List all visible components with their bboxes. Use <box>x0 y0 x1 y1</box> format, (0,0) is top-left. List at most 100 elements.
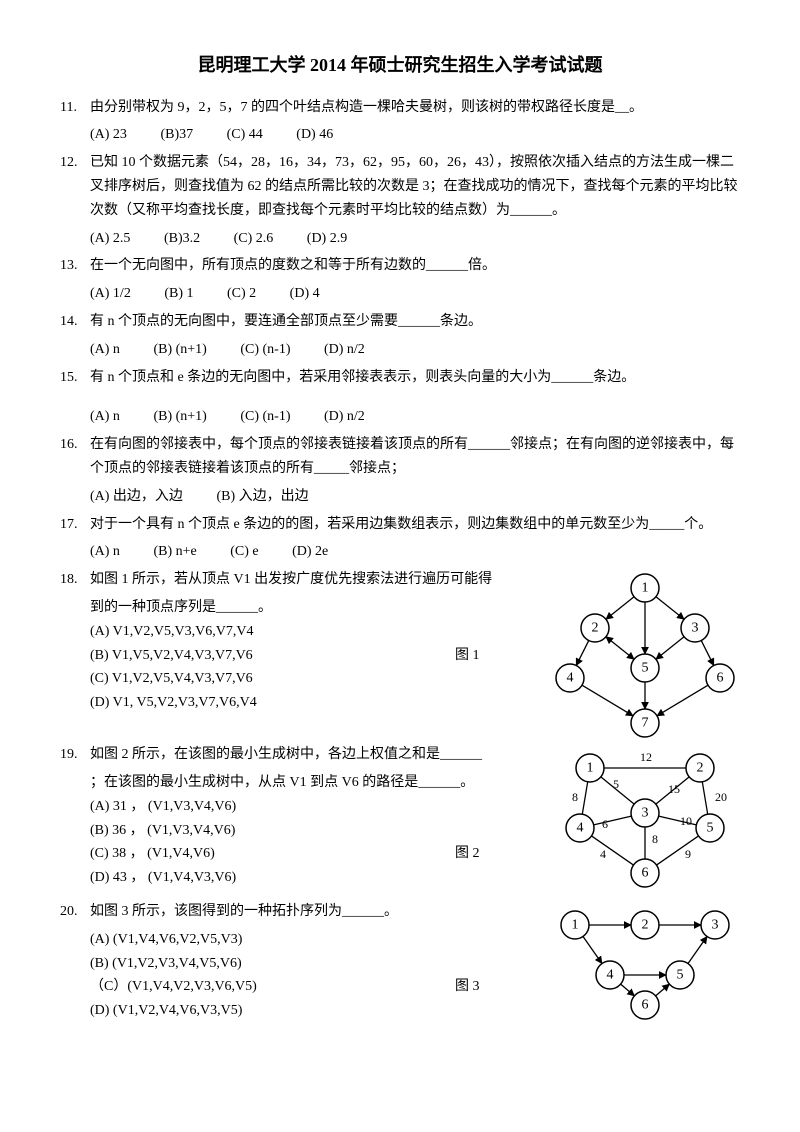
options-16: (A) 出边，入边 (B) 入边，出边 <box>90 485 740 509</box>
option-d: (D) 2e <box>292 540 328 564</box>
option-d: (D) V1, V5,V2,V3,V7,V6,V4 <box>90 691 535 715</box>
question-text: 有 n 个顶点和 e 条边的无向图中，若采用邻接表表示，则表头向量的大小为___… <box>90 366 740 390</box>
question-text-part1: 如图 1 所示，若从顶点 V1 出发按广度优先搜索法进行遍历可能得 <box>90 572 492 587</box>
graph-2: 12581520610849123456 <box>540 743 740 893</box>
option-b: (B) 入边，出边 <box>216 485 308 509</box>
option-c: (C) 38 ， (V1,V4,V6) <box>90 842 455 866</box>
option-b: (B)37 <box>160 123 193 147</box>
svg-text:9: 9 <box>685 847 691 861</box>
option-b: (B) n+e <box>153 540 196 564</box>
question-number: 11. <box>60 96 90 120</box>
question-number: 15. <box>60 366 90 390</box>
question-number: 12. <box>60 151 90 222</box>
question-number: 20. <box>60 900 90 924</box>
graph-1: 1 2 3 4 5 6 7 <box>540 568 740 743</box>
question-text: 如图 2 所示，在该图的最小生成树中，各边上权值之和是______ <box>90 743 535 767</box>
question-17: 17. 对于一个具有 n 个顶点 e 条边的的图，若采用边集数组表示，则边集数组… <box>60 513 740 537</box>
option-d: (D) 2.9 <box>307 227 347 251</box>
option-c: (C) (n-1) <box>240 405 290 429</box>
option-c: (C) 2 <box>227 282 256 306</box>
svg-text:2: 2 <box>592 621 599 636</box>
question-19-row: 19. 如图 2 所示，在该图的最小生成树中，各边上权值之和是______ ；在… <box>60 743 740 900</box>
option-c: (C) V1,V2,V5,V4,V3,V7,V6 <box>90 667 535 691</box>
option-b: (B) (V1,V2,V3,V4,V5,V6) <box>90 952 535 976</box>
question-text: 有 n 个顶点的无向图中，要连通全部顶点至少需要______条边。 <box>90 310 740 334</box>
question-text: 如图 1 所示，若从顶点 V1 出发按广度优先搜索法进行遍历可能得 <box>90 568 535 592</box>
svg-text:20: 20 <box>715 790 727 804</box>
svg-text:5: 5 <box>642 661 649 676</box>
svg-text:6: 6 <box>642 997 649 1012</box>
option-d: (D) 46 <box>296 123 333 147</box>
option-a: (A) (V1,V4,V6,V2,V5,V3) <box>90 928 535 952</box>
question-text-part2: ；在该图的最小生成树中，从点 V1 到点 V6 的路径是______。 <box>90 771 535 795</box>
svg-text:3: 3 <box>712 917 719 932</box>
option-a: (A) n <box>90 540 120 564</box>
option-c: (C) e <box>230 540 258 564</box>
svg-text:4: 4 <box>607 967 614 982</box>
svg-text:2: 2 <box>642 917 649 932</box>
question-number: 14. <box>60 310 90 334</box>
svg-text:7: 7 <box>642 716 649 731</box>
option-b: (B) (n+1) <box>153 405 206 429</box>
svg-text:6: 6 <box>642 866 649 881</box>
question-text: 已知 10 个数据元素（54，28，16，34，73，62，95，60，26，4… <box>90 151 740 222</box>
svg-text:5: 5 <box>613 777 619 791</box>
question-text: 如图 3 所示，该图得到的一种拓扑序列为______。 <box>90 900 535 924</box>
option-d: (D) n/2 <box>324 338 365 362</box>
option-a: (A) V1,V2,V5,V3,V6,V7,V4 <box>90 620 535 644</box>
options-14: (A) n (B) (n+1) (C) (n-1) (D) n/2 <box>90 338 740 362</box>
question-12: 12. 已知 10 个数据元素（54，28，16，34，73，62，95，60，… <box>60 151 740 222</box>
option-d: (D) 43 ， (V1,V4,V3,V6) <box>90 866 535 890</box>
option-d: (D) n/2 <box>324 405 365 429</box>
question-number: 19. <box>60 743 90 767</box>
options-13: (A) 1/2 (B) 1 (C) 2 (D) 4 <box>90 282 740 306</box>
svg-text:4: 4 <box>577 821 584 836</box>
page-title: 昆明理工大学 2014 年硕士研究生招生入学考试试题 <box>60 50 740 81</box>
question-text: 由分别带权为 9，2，5，7 的四个叶结点构造一棵哈夫曼树，则该树的带权路径长度… <box>90 96 740 120</box>
question-text-part1: 如图 2 所示，在该图的最小生成树中，各边上权值之和是______ <box>90 747 482 762</box>
option-b: (B) 36 ， (V1,V3,V4,V6) <box>90 819 535 843</box>
option-c: （C）(V1,V4,V2,V3,V6,V5) <box>90 975 455 999</box>
page-container: 昆明理工大学 2014 年硕士研究生招生入学考试试题 11. 由分别带权为 9，… <box>60 50 740 1023</box>
question-number: 16. <box>60 433 90 481</box>
figure-label: 图 2 <box>455 842 535 866</box>
question-16: 16. 在有向图的邻接表中，每个顶点的邻接表链接着该顶点的所有______邻接点… <box>60 433 740 481</box>
svg-text:5: 5 <box>677 967 684 982</box>
option-d: (D) 4 <box>290 282 320 306</box>
option-a: (A) n <box>90 338 120 362</box>
question-18-row: 18. 如图 1 所示，若从顶点 V1 出发按广度优先搜索法进行遍历可能得 到的… <box>60 568 740 743</box>
option-c: (C) 44 <box>227 123 263 147</box>
svg-text:8: 8 <box>572 790 578 804</box>
option-b: (B)3.2 <box>164 227 200 251</box>
question-text-part2: 到的一种顶点序列是______。 <box>90 596 535 620</box>
question-14: 14. 有 n 个顶点的无向图中，要连通全部顶点至少需要______条边。 <box>60 310 740 334</box>
option-a: (A) 2.5 <box>90 227 130 251</box>
svg-text:15: 15 <box>668 782 680 796</box>
svg-text:5: 5 <box>707 821 714 836</box>
svg-text:12: 12 <box>640 750 652 764</box>
svg-text:2: 2 <box>697 761 704 776</box>
option-a: (A) n <box>90 405 120 429</box>
svg-text:1: 1 <box>642 581 649 596</box>
options-11: (A) 23 (B)37 (C) 44 (D) 46 <box>90 123 740 147</box>
option-c: (C) 2.6 <box>234 227 274 251</box>
option-a: (A) 31 ， (V1,V3,V4,V6) <box>90 795 535 819</box>
svg-text:3: 3 <box>692 621 699 636</box>
option-b: (B) V1,V5,V2,V4,V3,V7,V6 <box>90 644 455 668</box>
svg-text:6: 6 <box>717 671 724 686</box>
question-text: 在有向图的邻接表中，每个顶点的邻接表链接着该顶点的所有______邻接点；在有向… <box>90 433 740 481</box>
option-b: (B) 1 <box>164 282 193 306</box>
graph-3: 123456 <box>540 900 740 1020</box>
svg-text:4: 4 <box>600 847 606 861</box>
svg-text:3: 3 <box>642 806 649 821</box>
option-a: (A) 23 <box>90 123 127 147</box>
svg-text:8: 8 <box>652 832 658 846</box>
options-17: (A) n (B) n+e (C) e (D) 2e <box>90 540 740 564</box>
question-13: 13. 在一个无向图中，所有顶点的度数之和等于所有边数的______倍。 <box>60 254 740 278</box>
question-19: 19. 如图 2 所示，在该图的最小生成树中，各边上权值之和是______ <box>60 743 535 767</box>
svg-text:4: 4 <box>567 671 574 686</box>
question-number: 17. <box>60 513 90 537</box>
question-18: 18. 如图 1 所示，若从顶点 V1 出发按广度优先搜索法进行遍历可能得 <box>60 568 535 592</box>
question-20-row: 20. 如图 3 所示，该图得到的一种拓扑序列为______。 (A) (V1,… <box>60 900 740 1023</box>
options-15: (A) n (B) (n+1) (C) (n-1) (D) n/2 <box>90 405 740 429</box>
